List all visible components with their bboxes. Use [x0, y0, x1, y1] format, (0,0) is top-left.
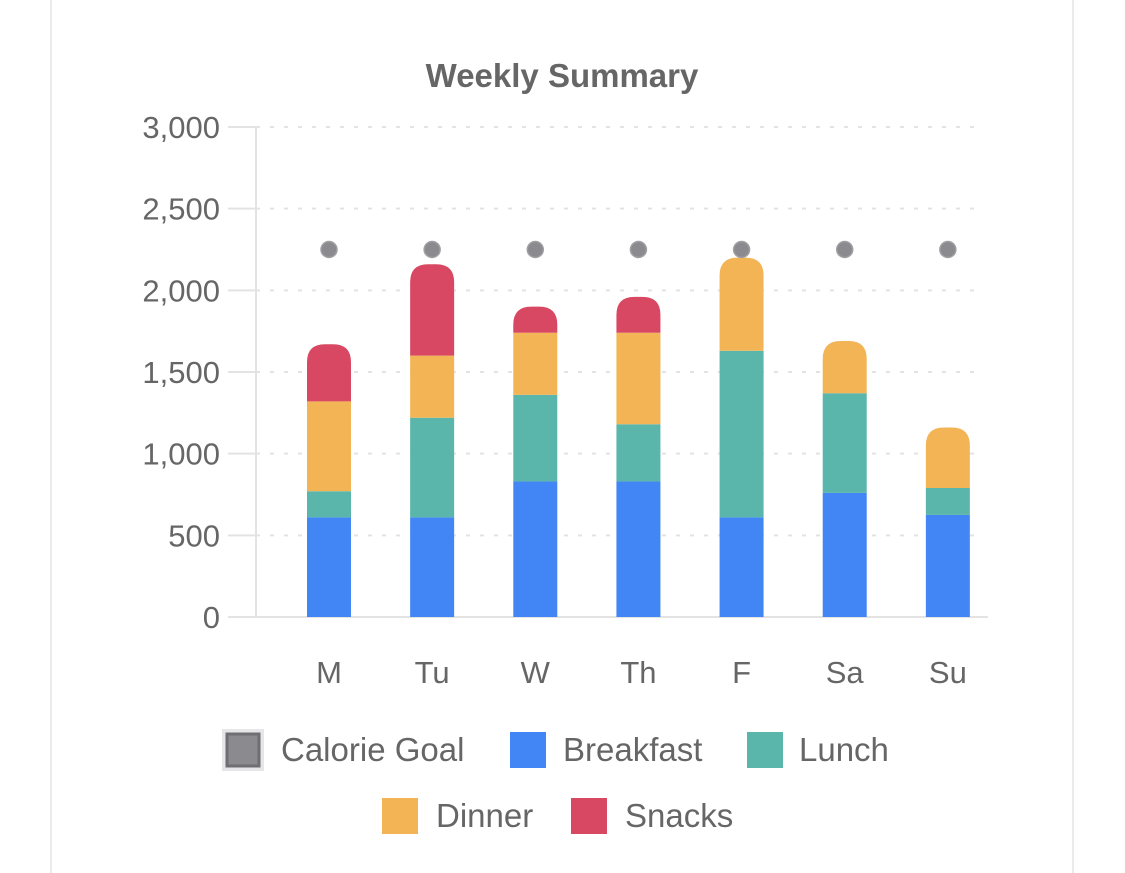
dinner-bar-su[interactable] [925, 427, 970, 488]
snacks-bar-w[interactable] [513, 306, 558, 333]
x-tick-label: F [732, 655, 751, 690]
calorie-goal-point-su[interactable] [939, 240, 957, 259]
legend-item-dinner[interactable]: Dinner [382, 797, 533, 834]
calorie-goal-point-m[interactable] [320, 240, 338, 259]
x-tick-label: Sa [826, 655, 865, 690]
x-tick-label: W [521, 655, 551, 690]
bars [307, 257, 970, 617]
breakfast-bar-f[interactable] [719, 517, 764, 617]
breakfast-bar-sa[interactable] [822, 492, 867, 617]
legend-label-snacks: Snacks [625, 797, 733, 834]
dinner-bar-f[interactable] [719, 257, 764, 351]
y-tick-label: 1,000 [142, 437, 220, 472]
legend-swatch-snacks [571, 798, 607, 834]
snacks-bar-th[interactable] [616, 296, 661, 333]
legend-swatch-calorie-goal [225, 732, 261, 768]
calorie-goal-point-th[interactable] [629, 240, 648, 259]
snacks-bar-m[interactable] [307, 344, 351, 402]
calorie-goal-point-w[interactable] [526, 240, 545, 259]
goal-points [320, 240, 957, 259]
x-axis-ticks: M Tu W Th F Sa Su [316, 655, 967, 690]
y-tick-label: 1,500 [142, 355, 220, 390]
dinner-bar-m[interactable] [307, 401, 351, 492]
legend-label-lunch: Lunch [799, 731, 889, 768]
legend-swatch-breakfast [510, 732, 546, 768]
breakfast-bar-w[interactable] [513, 481, 558, 617]
x-tick-label: Th [620, 655, 656, 690]
breakfast-bar-th[interactable] [616, 481, 661, 617]
legend: Calorie Goal Breakfast Lunch Dinner Snacks [222, 729, 889, 834]
legend-label-breakfast: Breakfast [563, 731, 702, 768]
lunch-bar-w[interactable] [513, 394, 558, 482]
legend-swatch-lunch [747, 732, 783, 768]
y-tick-label: 0 [203, 600, 220, 635]
dinner-bar-w[interactable] [513, 332, 558, 395]
legend-label-dinner: Dinner [436, 797, 533, 834]
legend-item-snacks[interactable]: Snacks [571, 797, 733, 834]
chart-card [50, 0, 1074, 873]
legend-item-calorie-goal[interactable]: Calorie Goal [222, 729, 464, 771]
lunch-bar-m[interactable] [307, 491, 351, 518]
calorie-goal-point-sa[interactable] [835, 240, 854, 259]
breakfast-bar-m[interactable] [307, 517, 351, 617]
breakfast-bar-tu[interactable] [410, 517, 455, 617]
breakfast-bar-su[interactable] [925, 514, 970, 617]
y-tick-label: 2,000 [142, 273, 220, 308]
chart-title: Weekly Summary [426, 57, 699, 94]
x-tick-label: Su [929, 655, 967, 690]
legend-item-breakfast[interactable]: Breakfast [510, 731, 702, 768]
lunch-bar-su[interactable] [925, 487, 970, 515]
x-tick-label: M [316, 655, 342, 690]
lunch-bar-tu[interactable] [410, 417, 455, 518]
legend-swatch-dinner [382, 798, 418, 834]
y-tick-label: 3,000 [142, 110, 220, 145]
dinner-bar-tu[interactable] [410, 355, 455, 418]
snacks-bar-tu[interactable] [410, 264, 455, 356]
y-axis-ticks: 0 500 1,000 1,500 2,000 2,500 3,000 [142, 110, 220, 635]
lunch-bar-sa[interactable] [822, 393, 867, 493]
calorie-goal-point-f[interactable] [732, 240, 751, 259]
calorie-goal-point-tu[interactable] [423, 240, 441, 259]
lunch-bar-f[interactable] [719, 350, 764, 518]
dinner-bar-sa[interactable] [822, 340, 867, 394]
legend-label-calorie-goal: Calorie Goal [281, 731, 464, 768]
y-tick-label: 500 [168, 518, 220, 553]
legend-item-lunch[interactable]: Lunch [747, 731, 889, 768]
y-tick-label: 2,500 [142, 192, 220, 227]
dinner-bar-th[interactable] [616, 332, 661, 425]
x-tick-label: Tu [415, 655, 450, 690]
lunch-bar-th[interactable] [616, 424, 661, 482]
